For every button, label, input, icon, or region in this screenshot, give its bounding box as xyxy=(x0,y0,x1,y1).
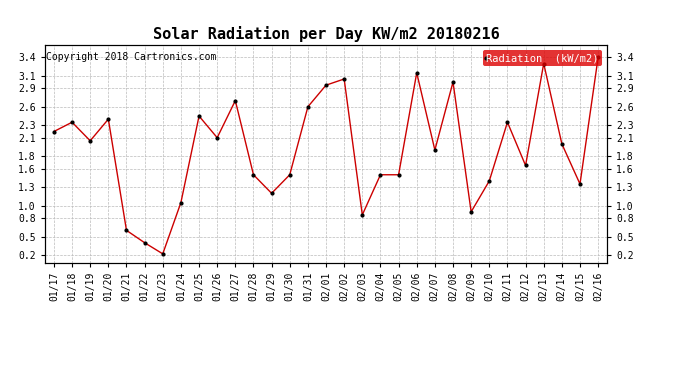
Radiation  (kW/m2) xyxy=(467,210,475,214)
Title: Solar Radiation per Day KW/m2 20180216: Solar Radiation per Day KW/m2 20180216 xyxy=(152,27,500,42)
Radiation  (kW/m2) xyxy=(122,228,130,232)
Radiation  (kW/m2) xyxy=(540,61,548,66)
Radiation  (kW/m2) xyxy=(395,172,403,177)
Radiation  (kW/m2) xyxy=(213,135,221,140)
Radiation  (kW/m2) xyxy=(358,213,366,217)
Radiation  (kW/m2) xyxy=(594,55,602,60)
Radiation  (kW/m2) xyxy=(558,142,566,146)
Text: Copyright 2018 Cartronics.com: Copyright 2018 Cartronics.com xyxy=(46,51,217,62)
Radiation  (kW/m2) xyxy=(195,114,203,118)
Radiation  (kW/m2) xyxy=(376,172,384,177)
Radiation  (kW/m2) xyxy=(485,179,493,183)
Radiation  (kW/m2) xyxy=(159,252,167,256)
Radiation  (kW/m2) xyxy=(231,98,239,103)
Radiation  (kW/m2) xyxy=(286,172,294,177)
Radiation  (kW/m2) xyxy=(50,129,58,134)
Radiation  (kW/m2) xyxy=(522,163,530,168)
Radiation  (kW/m2) xyxy=(431,148,439,152)
Legend: Radiation  (kW/m2): Radiation (kW/m2) xyxy=(483,50,602,66)
Radiation  (kW/m2) xyxy=(304,105,312,109)
Radiation  (kW/m2) xyxy=(68,120,76,124)
Radiation  (kW/m2) xyxy=(86,138,95,143)
Radiation  (kW/m2) xyxy=(576,182,584,186)
Radiation  (kW/m2) xyxy=(141,240,149,245)
Radiation  (kW/m2) xyxy=(413,70,421,75)
Radiation  (kW/m2) xyxy=(340,77,348,81)
Radiation  (kW/m2) xyxy=(249,172,257,177)
Line: Radiation  (kW/m2): Radiation (kW/m2) xyxy=(51,55,601,256)
Radiation  (kW/m2) xyxy=(177,200,185,205)
Radiation  (kW/m2) xyxy=(322,83,330,87)
Radiation  (kW/m2) xyxy=(449,80,457,84)
Radiation  (kW/m2) xyxy=(503,120,511,124)
Radiation  (kW/m2) xyxy=(268,191,276,195)
Radiation  (kW/m2) xyxy=(104,117,112,122)
